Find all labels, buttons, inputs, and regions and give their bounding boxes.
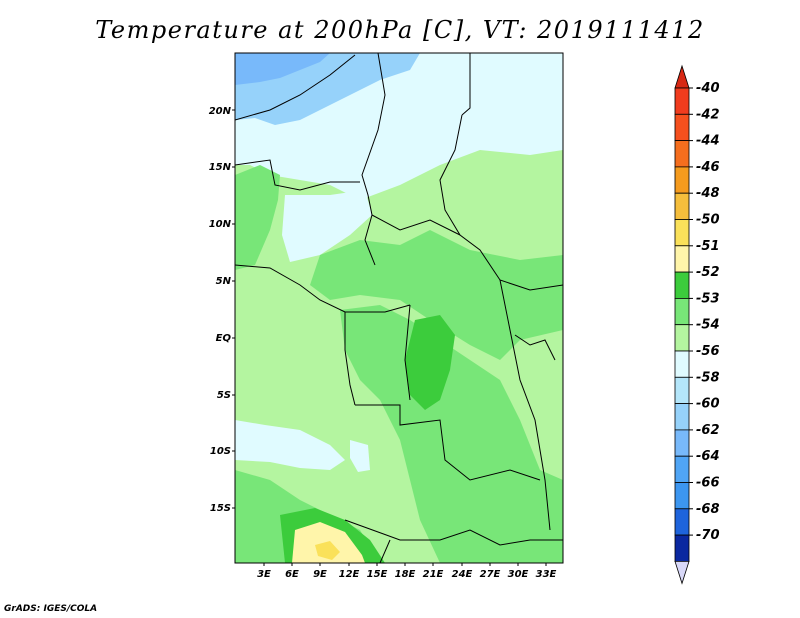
colorbar-label: -64 xyxy=(696,449,720,464)
colorbar-label: -56 xyxy=(696,344,720,359)
border-line xyxy=(355,404,541,481)
lat-label: 10N xyxy=(209,219,232,230)
colorbar-swatch xyxy=(674,140,690,168)
border-line xyxy=(499,279,551,531)
colorbar-label: -50 xyxy=(696,213,720,228)
colorbar-top-cap xyxy=(674,64,690,89)
border-line xyxy=(514,334,556,361)
lon-label: 33E xyxy=(536,569,557,580)
lon-label: 27E xyxy=(480,569,501,580)
colorbar-swatch xyxy=(674,192,690,220)
lat-label: 15S xyxy=(210,503,231,514)
colorbar-swatch xyxy=(674,113,690,142)
lat-label: 20N xyxy=(209,106,232,117)
colorbar: -40 -42 -44 -46 -48 -50 -51 -52 -53 -54 -56 -58 -60 -… xyxy=(674,64,720,585)
border-line xyxy=(235,264,411,313)
chart-title: Temperature at 200hPa [C], VT: 201911141… xyxy=(95,16,705,44)
lon-label: 30E xyxy=(508,569,529,580)
country-borders xyxy=(235,53,563,563)
lon-label: 6E xyxy=(285,569,299,580)
lat-label: 5S xyxy=(217,390,231,401)
border-line xyxy=(235,159,360,191)
lon-label: 9E xyxy=(313,569,327,580)
colorbar-swatch xyxy=(674,297,690,326)
field-green-congo xyxy=(340,305,563,563)
border-line xyxy=(344,519,563,546)
field-mid-blue-northwest xyxy=(235,53,330,85)
lon-label: 15E xyxy=(367,569,388,580)
colorbar-swatch xyxy=(674,166,690,194)
field-green-west xyxy=(235,165,280,270)
colorbar-label: -51 xyxy=(696,239,720,254)
border-line xyxy=(404,304,411,401)
lon-label: 21E xyxy=(423,569,444,580)
colorbar-label: -42 xyxy=(696,107,720,122)
lat-label: 10S xyxy=(210,446,231,457)
colorbar-bottom-cap xyxy=(674,561,690,585)
colorbar-swatch xyxy=(674,482,690,510)
lon-label: 3E xyxy=(257,569,271,580)
lon-label: 24E xyxy=(452,569,473,580)
colorbar-label: -52 xyxy=(696,265,720,280)
lat-axis: 20N 15N 10N 5N EQ 5S 10S 15S xyxy=(209,106,232,514)
colorbar-label: -54 xyxy=(696,318,720,333)
field-yellow-core xyxy=(315,541,340,560)
colorbar-swatch xyxy=(674,403,690,431)
colorbar-swatch xyxy=(674,271,690,299)
colorbar-label: -48 xyxy=(696,186,720,201)
border-line xyxy=(371,214,461,236)
lon-label: 12E xyxy=(339,569,360,580)
colorbar-swatch xyxy=(674,455,690,483)
colorbar-swatch xyxy=(674,245,690,273)
lat-label: EQ xyxy=(216,333,232,344)
lon-axis: 3E 6E 9E 12E 15E 18E 21E 24E 27E 30E 33E xyxy=(257,569,556,580)
lat-label: 5N xyxy=(216,276,232,287)
colorbar-label: -66 xyxy=(696,476,720,491)
lat-ticks xyxy=(232,109,235,509)
colorbar-label: -62 xyxy=(696,423,720,438)
border-line xyxy=(235,54,356,121)
border-line xyxy=(361,53,386,266)
colorbar-swatch xyxy=(674,219,690,247)
border-line xyxy=(461,53,471,116)
colorbar-label: -60 xyxy=(696,397,720,412)
field-green-central xyxy=(310,230,563,360)
field-pale-cyan-chad xyxy=(282,190,372,262)
colorbar-swatch xyxy=(674,87,690,115)
border-line xyxy=(344,312,356,406)
lon-label: 18E xyxy=(395,569,416,580)
colorbar-swatch xyxy=(674,376,690,404)
field-pale-cyan-patch xyxy=(350,440,370,472)
footer-credit: GrADS: IGES/COLA xyxy=(4,604,98,614)
lat-label: 15N xyxy=(209,162,232,173)
colorbar-label: -40 xyxy=(696,81,720,96)
colorbar-swatch xyxy=(674,324,690,352)
lon-ticks xyxy=(263,563,547,566)
colorbar-swatch xyxy=(674,534,690,562)
colorbar-label: -58 xyxy=(696,370,720,385)
colorbar-swatch xyxy=(674,350,690,378)
colorbar-swatch xyxy=(674,429,690,457)
field-pale-cyan-south xyxy=(235,420,345,470)
colorbar-label: -46 xyxy=(696,160,720,175)
map-frame xyxy=(234,52,564,564)
border-line xyxy=(379,539,391,563)
colorbar-label: -70 xyxy=(696,528,720,543)
colorbar-label: -53 xyxy=(696,291,720,306)
colorbar-label: -44 xyxy=(696,134,720,149)
field-dark-green-congo xyxy=(405,315,455,410)
colorbar-label: -68 xyxy=(696,502,720,517)
colorbar-swatch xyxy=(674,508,690,536)
